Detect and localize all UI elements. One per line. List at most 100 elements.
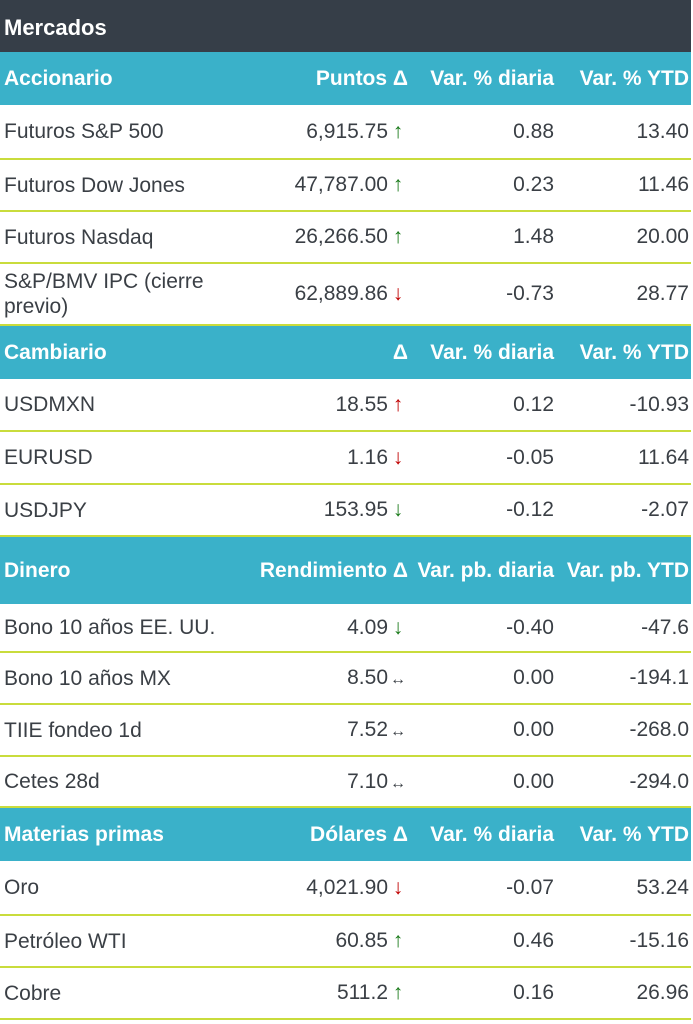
value: 511.2 (337, 981, 388, 1004)
value-cell: 47,787.00 ↑ (240, 159, 410, 212)
instrument-name: EURUSD (0, 431, 240, 485)
daily-change: 0.00 (410, 652, 556, 705)
col-header-ytd: Var. % YTD (556, 52, 691, 105)
ytd-change: -10.93 (556, 379, 691, 432)
ytd-change: -15.16 (556, 915, 691, 968)
value: 6,915.75 (306, 119, 388, 143)
col-header-value: Rendimiento Δ (240, 536, 410, 604)
instrument-name: S&P/BMV IPC (cierre previo) (0, 263, 240, 326)
value-cell: 62,889.86 ↓ (240, 263, 410, 326)
arrow-up-icon: ↑ (392, 929, 404, 952)
arrow-down-icon: ↓ (392, 615, 404, 639)
col-header-value: Δ (240, 325, 410, 379)
value-cell: 26,266.50 ↑ (240, 211, 410, 264)
section-header: Accionario Puntos Δ Var. % diaria Var. %… (0, 52, 691, 105)
instrument-name: Cetes 28d (0, 756, 240, 808)
table-row: Cetes 28d 7.10 ↔ 0.00 -294.0 (0, 756, 691, 808)
value: 7.52 (347, 718, 388, 741)
value-cell: 511.2 ↑ (240, 967, 410, 1020)
ytd-change: 28.77 (556, 263, 691, 326)
instrument-name: Futuros S&P 500 (0, 105, 240, 160)
col-header-ytd: Var. % YTD (556, 325, 691, 379)
ytd-change: -2.07 (556, 484, 691, 537)
instrument-name: Oro (0, 861, 240, 916)
col-header-label: Puntos Δ (315, 66, 408, 90)
daily-change: 1.48 (410, 211, 556, 264)
ytd-change: -194.1 (556, 652, 691, 705)
col-header-value: Puntos Δ (240, 52, 410, 105)
col-header-label: Rendimiento Δ (259, 558, 408, 582)
section-name: Cambiario (0, 325, 240, 379)
value-cell: 60.85 ↑ (240, 915, 410, 968)
daily-change: -0.73 (410, 263, 556, 326)
instrument-name: Petróleo WTI (0, 915, 240, 968)
value-cell: 7.10 ↔ (240, 756, 410, 808)
ytd-change: 11.46 (556, 159, 691, 212)
value-cell: 8.50 ↔ (240, 652, 410, 705)
table-row: Cobre 511.2 ↑ 0.16 26.96 (0, 967, 691, 1020)
table-row: Petróleo WTI 60.85 ↑ 0.46 -15.16 (0, 915, 691, 968)
value-cell: 6,915.75 ↑ (240, 105, 410, 160)
section-header: Dinero Rendimiento Δ Var. pb. diaria Var… (0, 536, 691, 604)
table-row: Futuros Nasdaq 26,266.50 ↑ 1.48 20.00 (0, 211, 691, 264)
section-name: Dinero (0, 536, 240, 604)
value: 8.50 (347, 666, 388, 689)
daily-change: 0.88 (410, 105, 556, 160)
arrow-up-icon: ↑ (392, 173, 404, 196)
value-cell: 4,021.90 ↓ (240, 861, 410, 916)
section-name: Materias primas (0, 807, 240, 861)
col-header-value: Dólares Δ (240, 807, 410, 861)
value: 1.16 (347, 445, 388, 469)
daily-change: 0.12 (410, 379, 556, 432)
col-header-daily: Var. % diaria (410, 52, 556, 105)
table-row: USDJPY 153.95 ↓ -0.12 -2.07 (0, 484, 691, 537)
ytd-change: 13.40 (556, 105, 691, 160)
col-header-daily: Var. % diaria (410, 325, 556, 379)
arrow-left-right-icon: ↔ (390, 671, 406, 688)
value: 18.55 (335, 392, 388, 416)
table-row: EURUSD 1.16 ↓ -0.05 11.64 (0, 431, 691, 485)
section-header: Materias primas Dólares Δ Var. % diaria … (0, 807, 691, 861)
table-row: Futuros S&P 500 6,915.75 ↑ 0.88 13.40 (0, 105, 691, 160)
value-cell: 18.55 ↑ (240, 379, 410, 432)
instrument-name: TIIE fondeo 1d (0, 704, 240, 757)
col-header-daily: Var. pb. diaria (410, 536, 556, 604)
instrument-name: USDJPY (0, 484, 240, 537)
arrow-down-icon: ↓ (392, 282, 404, 305)
daily-change: 0.00 (410, 704, 556, 757)
value-cell: 1.16 ↓ (240, 431, 410, 485)
daily-change: 0.16 (410, 967, 556, 1020)
daily-change: -0.05 (410, 431, 556, 485)
ytd-change: -47.6 (556, 604, 691, 653)
daily-change: -0.07 (410, 861, 556, 916)
value-cell: 4.09 ↓ (240, 604, 410, 653)
value: 7.10 (347, 769, 388, 793)
value-cell: 153.95 ↓ (240, 484, 410, 537)
table-row: Bono 10 años MX 8.50 ↔ 0.00 -194.1 (0, 652, 691, 705)
ytd-change: 53.24 (556, 861, 691, 916)
ytd-change: 26.96 (556, 967, 691, 1020)
daily-change: 0.23 (410, 159, 556, 212)
value: 60.85 (335, 929, 388, 952)
instrument-name: Bono 10 años MX (0, 652, 240, 705)
value: 153.95 (323, 498, 388, 521)
section-name: Accionario (0, 52, 240, 105)
col-header-label: Dólares Δ (310, 822, 408, 846)
value: 4.09 (347, 615, 388, 639)
col-header-ytd: Var. pb. YTD (556, 536, 691, 604)
instrument-name: Cobre (0, 967, 240, 1020)
table-row: Futuros Dow Jones 47,787.00 ↑ 0.23 11.46 (0, 159, 691, 212)
arrow-up-icon: ↑ (392, 981, 404, 1004)
table-row: USDMXN 18.55 ↑ 0.12 -10.93 (0, 379, 691, 432)
daily-change: 0.00 (410, 756, 556, 808)
col-header-label: Δ (392, 340, 408, 364)
arrow-down-icon: ↓ (392, 498, 404, 521)
value: 62,889.86 (294, 282, 388, 305)
ytd-change: 11.64 (556, 431, 691, 485)
value: 4,021.90 (306, 875, 388, 899)
panel-title: Mercados (0, 0, 691, 52)
arrow-down-icon: ↓ (392, 445, 404, 469)
markets-table: Accionario Puntos Δ Var. % diaria Var. %… (0, 52, 691, 1020)
section-header: Cambiario Δ Var. % diaria Var. % YTD (0, 325, 691, 379)
